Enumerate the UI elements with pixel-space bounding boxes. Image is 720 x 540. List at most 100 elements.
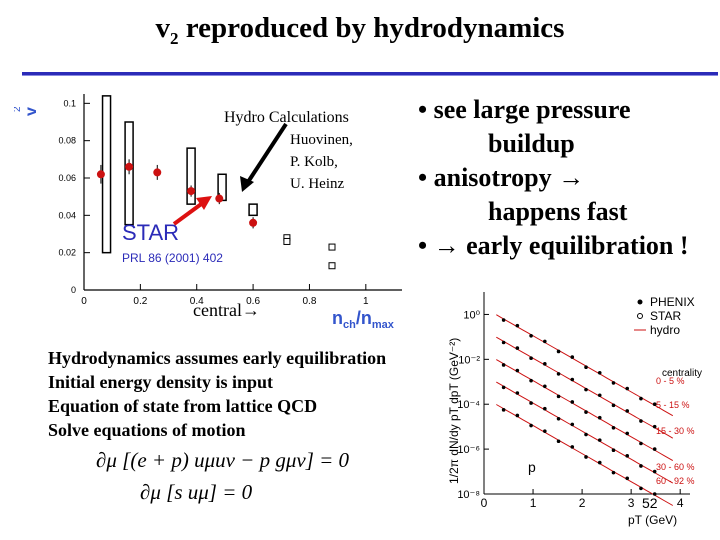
v2-xlabel: nch/nmax xyxy=(332,308,395,331)
v2-chart: v 2 0 0.2 0.4 0.6 0.8 1 0 0.02 0.04 0.06 0.08 0.1 H… xyxy=(14,94,402,331)
sp-xtick-label: 3 xyxy=(628,496,635,510)
bullet-2: • anisotropy → xyxy=(418,163,585,192)
spectrum-point xyxy=(529,378,533,383)
sp-ytick-label: 10⁻⁶ xyxy=(457,444,480,456)
spectra-xlabel: pT (GeV) xyxy=(628,513,677,527)
open-point xyxy=(328,243,336,251)
open-point xyxy=(328,262,336,270)
bullet-1-cont: buildup xyxy=(488,129,575,158)
centrality-label: 60 - 92 % xyxy=(656,476,695,486)
spectrum-point xyxy=(501,363,506,367)
star-label: STAR xyxy=(122,220,179,245)
spectrum-point xyxy=(652,469,657,474)
spectrum-point xyxy=(515,323,520,328)
hydro-curve xyxy=(496,314,674,417)
spectrum-point xyxy=(611,448,616,453)
spectrum-point xyxy=(639,419,643,423)
equation-2: ∂μ [s uμ] = 0 xyxy=(140,480,253,504)
author-1: Huovinen, xyxy=(290,132,353,148)
spectrum-point xyxy=(570,355,575,359)
body-line-3: Equation of state from lattice QCD xyxy=(48,396,318,416)
spectrum-point xyxy=(515,346,520,350)
spectrum-point xyxy=(625,476,630,481)
author-2: P. Kolb, xyxy=(290,154,338,170)
v2-ytick-label: 0.02 xyxy=(58,248,76,258)
particle-label: p xyxy=(528,459,536,475)
spectrum-point xyxy=(597,438,602,442)
spectrum-point xyxy=(611,425,616,430)
spectrum-point xyxy=(625,409,630,413)
v2-ytick-label: 0 xyxy=(71,285,76,295)
legend-phenix: PHENIX xyxy=(650,295,695,309)
spectrum-point xyxy=(543,384,547,389)
v2-xtick-label: 0.4 xyxy=(190,296,204,307)
sp-ytick-label: 10⁰ xyxy=(463,309,480,321)
spectrum-point xyxy=(556,349,561,354)
body-line-1: Hydrodynamics assumes early equilibratio… xyxy=(48,348,387,368)
spectrum-point xyxy=(570,422,575,427)
spectra-ylabel: 1/2π dN/dy pT dpT (GeV⁻²) xyxy=(447,338,461,484)
spectrum-point xyxy=(501,318,506,322)
star-point xyxy=(215,194,224,203)
legend-hydro: hydro xyxy=(650,323,680,337)
v2-ylabel: v xyxy=(23,107,40,116)
star-point xyxy=(153,168,162,177)
centrality-label: 15 - 30 % xyxy=(656,426,695,436)
body-line-4: Solve equations of motion xyxy=(48,420,246,440)
open-point xyxy=(283,237,291,245)
star-point xyxy=(249,218,258,227)
hydro-arrow-head xyxy=(240,176,254,192)
spectrum-point xyxy=(556,394,561,399)
spectrum-point xyxy=(584,365,588,369)
v2-ytick-label: 0.06 xyxy=(58,173,76,183)
spectrum-point xyxy=(639,441,643,446)
slide-title: v2 reproduced by hydrodynamics xyxy=(155,12,565,48)
sp-xtick-label: 0 xyxy=(481,496,488,510)
spectrum-point xyxy=(570,377,575,382)
star-ref: PRL 86 (2001) 402 xyxy=(122,251,223,265)
spectrum-point xyxy=(501,385,506,390)
centrality-label: 5 - 15 % xyxy=(656,400,690,410)
legend-star: STAR xyxy=(650,309,681,323)
spectrum-point xyxy=(529,423,533,428)
spectrum-point xyxy=(515,368,520,373)
spectrum-point xyxy=(597,393,602,398)
spectrum-point xyxy=(584,387,588,392)
spectrum-point xyxy=(611,470,616,475)
hydro-curve xyxy=(496,359,674,462)
spectrum-point xyxy=(639,396,643,401)
spectrum-point xyxy=(652,402,657,407)
hydro-arrow xyxy=(246,122,288,184)
bullet-3: • → early equilibration ! xyxy=(418,231,689,260)
spectrum-point xyxy=(543,339,547,344)
centrality-title: centrality xyxy=(662,368,702,379)
v2-ytick-label: 0.04 xyxy=(58,210,76,220)
spectrum-point xyxy=(639,486,643,491)
legend-star-marker xyxy=(637,313,643,319)
spectrum-point xyxy=(556,417,561,421)
spectrum-point xyxy=(652,424,657,429)
title-divider xyxy=(22,72,718,76)
spectrum-point xyxy=(501,340,506,345)
spectrum-point xyxy=(611,381,616,385)
spectrum-point xyxy=(556,439,561,444)
spectrum-point xyxy=(543,406,547,411)
v2-ylabel-sub: 2 xyxy=(14,106,23,112)
spectrum-point xyxy=(584,455,588,459)
spectrum-point xyxy=(597,460,602,465)
hydro-band xyxy=(248,203,258,217)
spectrum-point xyxy=(543,429,547,433)
spectrum-point xyxy=(584,410,588,414)
spectrum-point xyxy=(597,415,602,420)
spectra-legend-box xyxy=(630,296,710,340)
v2-xtick-label: 1 xyxy=(363,296,369,307)
sp-ytick-label: 10⁻² xyxy=(458,354,480,366)
v2-xtick-label: 0.2 xyxy=(133,296,147,307)
centrality-label: 30 - 60 % xyxy=(656,462,695,472)
v2-xtick-label: 0.6 xyxy=(246,296,260,307)
star-point xyxy=(187,187,196,196)
sp-ytick-label: 10⁻⁴ xyxy=(457,399,480,411)
spectra-chart: 1/2π dN/dy pT dpT (GeV⁻²) 0 1 2 3 4 10⁰ 10⁻² 10… xyxy=(447,292,710,527)
hydro-title: Hydro Calculations xyxy=(224,109,349,126)
spectrum-point xyxy=(515,391,520,395)
